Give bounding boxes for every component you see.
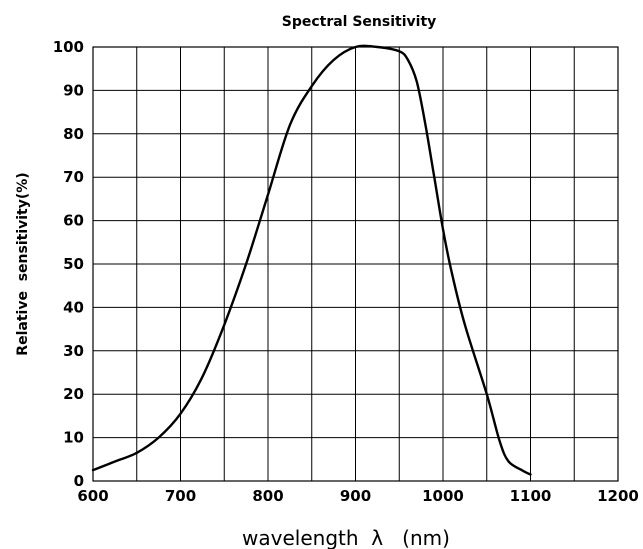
data-point: [529, 473, 532, 476]
grid-lines: [93, 47, 618, 481]
data-point: [354, 46, 357, 48]
x-axis-label: wavelength λ (nm): [242, 526, 450, 549]
x-tick-label: 1000: [422, 487, 464, 505]
y-tick-label: 80: [63, 125, 84, 143]
data-point: [114, 460, 116, 463]
x-tick-label: 1200: [597, 487, 639, 505]
data-point: [289, 124, 291, 126]
x-tick-label: 700: [165, 487, 196, 505]
data-point: [201, 376, 204, 378]
data-point: [136, 452, 138, 454]
data-point: [507, 460, 510, 463]
data-point: [332, 59, 335, 61]
y-axis-ticks: 0 10 20 30 40 50 60 70 80 90 100: [53, 38, 84, 490]
data-point: [157, 436, 160, 439]
data-point: [424, 124, 427, 126]
y-tick-label: 40: [63, 298, 84, 316]
data-point: [416, 80, 418, 83]
x-tick-label: 1100: [510, 487, 552, 505]
y-tick-label: 90: [63, 81, 84, 99]
y-axis-label: Relative sensitivity(%): [15, 172, 31, 355]
data-point: [311, 85, 313, 87]
data-point: [521, 469, 523, 471]
data-point: [442, 228, 444, 231]
data-point: [223, 324, 226, 326]
x-tick-label: 800: [252, 487, 283, 505]
data-point: [486, 393, 488, 396]
data-points: [92, 46, 532, 476]
x-tick-label: 900: [340, 487, 371, 505]
data-point: [376, 46, 379, 48]
data-point: [433, 176, 436, 178]
y-tick-label: 20: [63, 385, 84, 403]
data-point: [464, 324, 466, 326]
data-point: [267, 193, 269, 196]
data-point: [92, 469, 94, 471]
y-tick-label: 100: [53, 38, 84, 56]
data-point: [451, 271, 453, 274]
data-point: [499, 441, 501, 443]
y-tick-label: 0: [74, 472, 84, 490]
y-tick-label: 70: [63, 168, 84, 186]
x-axis-ticks: 600 700 800 900 1000 1100 1200: [77, 487, 639, 505]
x-tick-label: 600: [77, 487, 108, 505]
y-tick-label: 10: [63, 429, 84, 447]
data-point: [407, 59, 409, 61]
y-tick-label: 50: [63, 255, 84, 273]
data-point: [245, 263, 247, 265]
chart-title: Spectral Sensitivity: [282, 14, 437, 30]
data-point: [398, 50, 401, 53]
data-point: [179, 412, 182, 415]
y-tick-label: 60: [63, 212, 84, 230]
y-tick-label: 30: [63, 342, 84, 360]
